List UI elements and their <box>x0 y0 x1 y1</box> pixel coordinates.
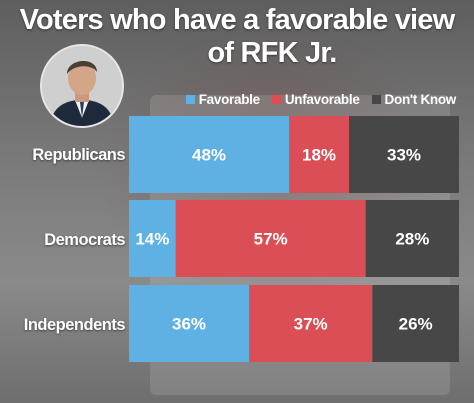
bar-democrats-dont-know <box>365 200 459 277</box>
data-label-independents-unfavorable: 37% <box>294 315 328 334</box>
chart-legend: Favorable Unfavorable Don't Know <box>185 92 457 107</box>
data-label-independents-favorable: 36% <box>172 315 206 334</box>
bar-republicans-unfavorable <box>289 116 349 193</box>
data-label-republicans-unfavorable: 18% <box>302 146 336 165</box>
legend-label-dont-know: Don't Know <box>384 92 457 107</box>
data-label-democrats-dont-know: 28% <box>395 230 429 249</box>
legend-label-favorable: Favorable <box>198 92 260 107</box>
data-label-democrats-unfavorable: 57% <box>254 230 288 249</box>
title-line-1: Voters who have a favorable view <box>19 4 456 36</box>
title-line-2: of RFK Jr. <box>207 37 338 69</box>
bar-democrats-favorable <box>129 200 176 277</box>
legend-label-unfavorable: Unfavorable <box>284 92 360 107</box>
bar-democrats-unfavorable <box>175 200 366 277</box>
category-label-independents: Independents <box>23 316 126 334</box>
bar-independents-dont-know <box>372 285 459 362</box>
bar-republicans-dont-know <box>349 116 459 193</box>
category-label-democrats: Democrats <box>44 231 125 249</box>
legend-swatch-favorable <box>185 95 195 104</box>
category-label-republicans: Republicans <box>32 146 125 164</box>
data-label-republicans-favorable: 48% <box>192 146 226 165</box>
legend-item-unfavorable: Unfavorable <box>271 92 360 107</box>
data-label-independents-dont-know: 26% <box>399 315 433 334</box>
avatar <box>40 44 124 128</box>
legend-swatch-unfavorable <box>271 95 281 104</box>
legend-swatch-dont-know <box>371 95 381 104</box>
bar-republicans-favorable <box>129 116 289 193</box>
data-label-democrats-favorable: 14% <box>135 230 169 249</box>
legend-item-dont-know: Don't Know <box>371 92 457 107</box>
bar-independents-unfavorable <box>249 285 373 362</box>
bar-independents-favorable <box>129 285 249 362</box>
chart-title: Voters who have a favorable view of RFK … <box>0 4 474 70</box>
data-label-republicans-dont-know: 33% <box>387 146 421 165</box>
portrait-icon <box>42 46 122 126</box>
legend-item-favorable: Favorable <box>185 92 260 107</box>
